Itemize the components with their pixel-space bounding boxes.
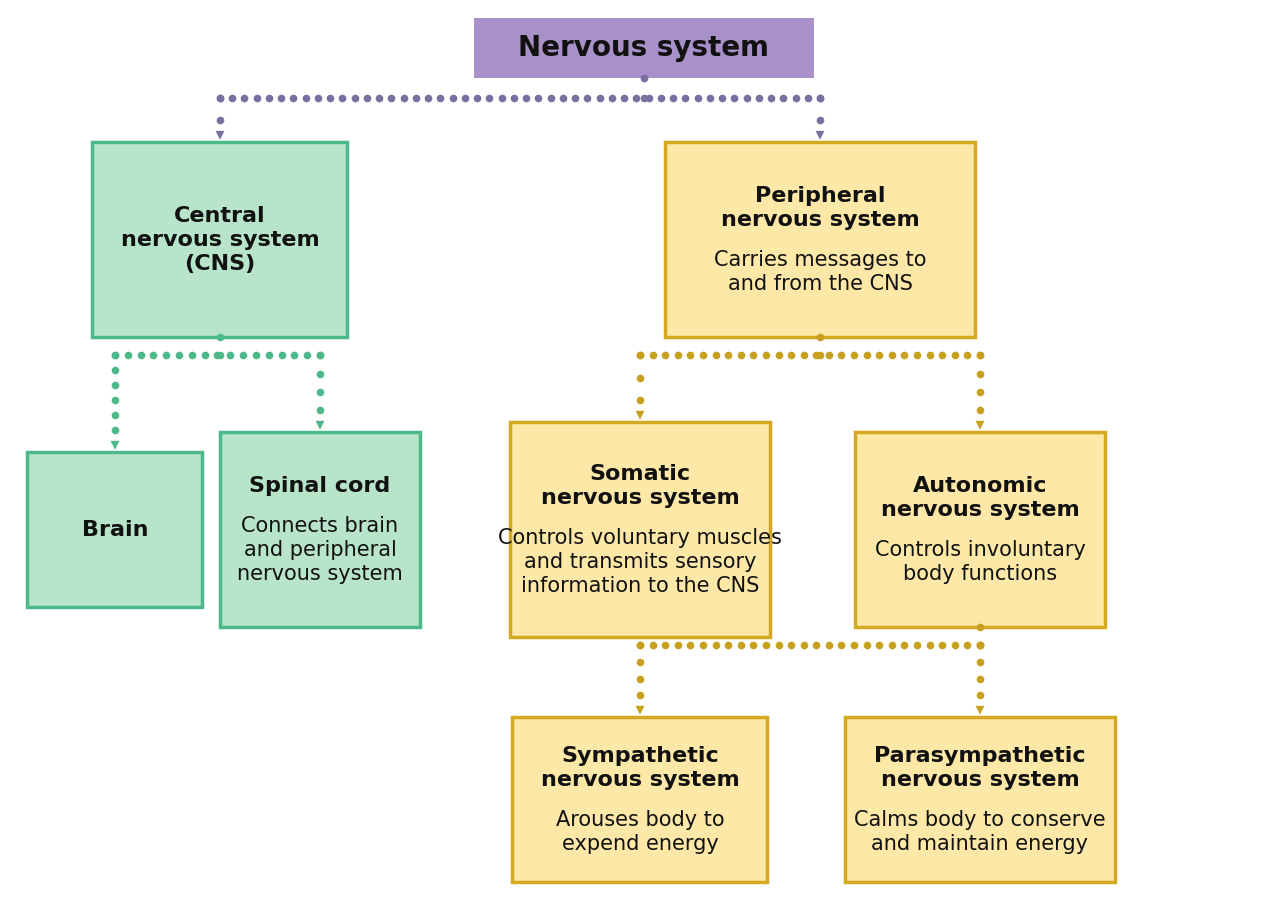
FancyBboxPatch shape: [845, 718, 1115, 883]
Text: Central
nervous system
(CNS): Central nervous system (CNS): [121, 206, 319, 274]
FancyBboxPatch shape: [27, 452, 202, 607]
FancyBboxPatch shape: [510, 422, 770, 638]
Text: Controls voluntary muscles
and transmits sensory
information to the CNS: Controls voluntary muscles and transmits…: [498, 528, 782, 597]
Text: Arouses body to
expend energy: Arouses body to expend energy: [555, 810, 724, 855]
Text: Calms body to conserve
and maintain energy: Calms body to conserve and maintain ener…: [854, 810, 1106, 855]
Text: Connects brain
and peripheral
nervous system: Connects brain and peripheral nervous sy…: [237, 517, 403, 585]
Text: Somatic
nervous system: Somatic nervous system: [541, 464, 739, 508]
Text: Sympathetic
nervous system: Sympathetic nervous system: [541, 745, 739, 789]
FancyBboxPatch shape: [513, 718, 768, 883]
Text: Spinal cord: Spinal cord: [250, 475, 390, 496]
Text: Nervous system: Nervous system: [519, 34, 769, 62]
FancyBboxPatch shape: [855, 432, 1105, 628]
Text: Parasympathetic
nervous system: Parasympathetic nervous system: [875, 745, 1086, 789]
FancyBboxPatch shape: [474, 18, 814, 78]
Text: Autonomic
nervous system: Autonomic nervous system: [881, 475, 1079, 519]
Text: Controls involuntary
body functions: Controls involuntary body functions: [875, 540, 1086, 585]
Text: Brain: Brain: [81, 520, 148, 540]
FancyBboxPatch shape: [93, 143, 348, 337]
FancyBboxPatch shape: [220, 432, 420, 628]
Text: Carries messages to
and from the CNS: Carries messages to and from the CNS: [714, 250, 926, 294]
Text: Peripheral
nervous system: Peripheral nervous system: [720, 186, 920, 230]
FancyBboxPatch shape: [665, 143, 975, 337]
